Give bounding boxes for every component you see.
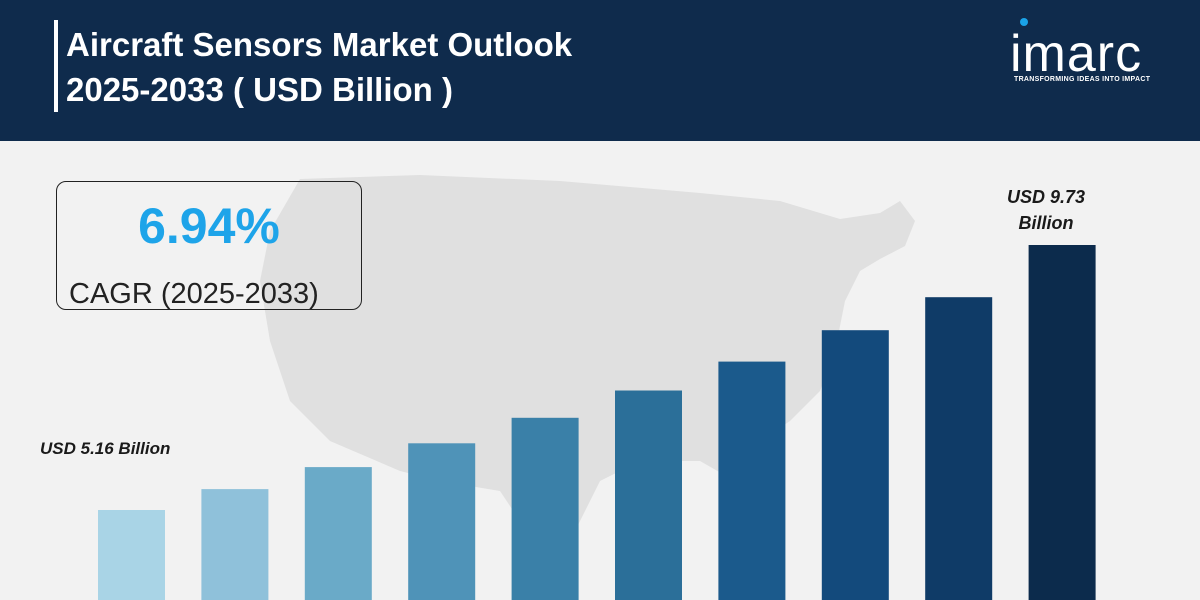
- logo-tagline: TRANSFORMING IDEAS INTO IMPACT: [1014, 76, 1151, 83]
- cagr-value: 6.94%: [138, 198, 280, 254]
- first-bar-label: USD 5.16 Billion: [40, 439, 170, 458]
- bar-6: [615, 390, 682, 600]
- bar-9: [925, 297, 993, 600]
- bar-4: [408, 443, 476, 600]
- last-bar-label-line-1: USD 9.73: [1007, 187, 1085, 207]
- bar-series: [98, 245, 1096, 600]
- bar-5: [511, 417, 579, 600]
- header-banner: Aircraft Sensors Market Outlook 2025-203…: [0, 0, 1200, 141]
- cagr-box: 6.94% CAGR (2025-2033): [56, 181, 362, 310]
- bar-3: [304, 467, 372, 600]
- bar-8: [821, 330, 889, 600]
- logo-dot-icon: [1020, 18, 1028, 26]
- bar-2: [201, 489, 269, 600]
- logo-wordmark: imarc: [1010, 25, 1143, 83]
- last-bar-label-line-2: Billion: [1019, 213, 1074, 233]
- title-line-2: 2025-2033 ( USD Billion ): [66, 71, 453, 108]
- title-accent-bar: [54, 20, 58, 112]
- bar-10: [1028, 245, 1096, 600]
- imarc-logo: imarc TRANSFORMING IDEAS INTO IMPACT: [1002, 18, 1182, 98]
- title-line-1: Aircraft Sensors Market Outlook: [66, 26, 573, 63]
- bar-1: [98, 510, 165, 600]
- cagr-label: CAGR (2025-2033): [69, 278, 319, 310]
- page-title: Aircraft Sensors Market Outlook 2025-203…: [66, 22, 572, 112]
- bar-7: [718, 361, 786, 600]
